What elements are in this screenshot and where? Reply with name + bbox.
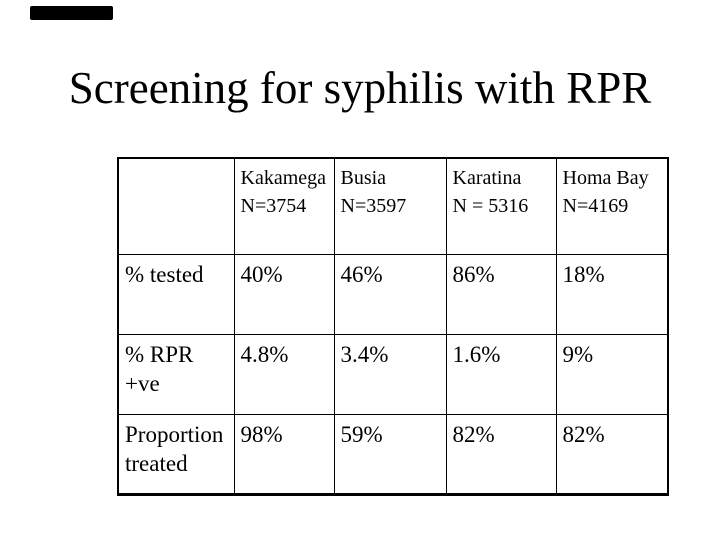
table-header-row: Kakamega N=3754 Busia N=3597 Karatina N … [117, 157, 669, 255]
table-cell: 3.4% [333, 333, 447, 415]
table-cell: 1.6% [445, 333, 557, 415]
site-n: N=3597 [340, 195, 407, 217]
black-bar-decoration [30, 6, 113, 20]
table-cell: 86% [445, 253, 557, 335]
row-label: % tested [117, 253, 235, 335]
site-name: Karatina [452, 167, 522, 189]
col-header-busia: Busia N=3597 [333, 157, 447, 255]
site-n: N = 5316 [452, 195, 529, 217]
site-name: Homa Bay [562, 167, 649, 189]
screening-table: Kakamega N=3754 Busia N=3597 Karatina N … [117, 157, 669, 496]
site-n: N=3754 [240, 195, 307, 217]
site-name: Kakamega [240, 167, 327, 189]
table-cell: 18% [555, 253, 669, 335]
table-row-rpr-positive: % RPR +ve 4.8% 3.4% 1.6% 9% [117, 333, 669, 415]
table-cell: 82% [445, 413, 557, 495]
table-cell: 40% [233, 253, 335, 335]
table-corner-cell [117, 157, 235, 255]
site-name: Busia [340, 167, 387, 189]
slide-title: Screening for syphilis with RPR [68, 63, 652, 113]
table-row-proportion-treated: Proportion treated 98% 59% 82% 82% [117, 413, 669, 495]
table-row-pct-tested: % tested 40% 46% 86% 18% [117, 253, 669, 335]
col-header-kakamega: Kakamega N=3754 [233, 157, 335, 255]
table-cell: 82% [555, 413, 669, 495]
table-cell: 9% [555, 333, 669, 415]
table-cell: 4.8% [233, 333, 335, 415]
col-header-homa-bay: Homa Bay N=4169 [555, 157, 669, 255]
row-label: % RPR +ve [117, 333, 235, 415]
col-header-karatina: Karatina N = 5316 [445, 157, 557, 255]
row-label: Proportion treated [117, 413, 235, 495]
site-n: N=4169 [562, 195, 629, 217]
table-cell: 46% [333, 253, 447, 335]
table-cell: 59% [333, 413, 447, 495]
table-cell: 98% [233, 413, 335, 495]
